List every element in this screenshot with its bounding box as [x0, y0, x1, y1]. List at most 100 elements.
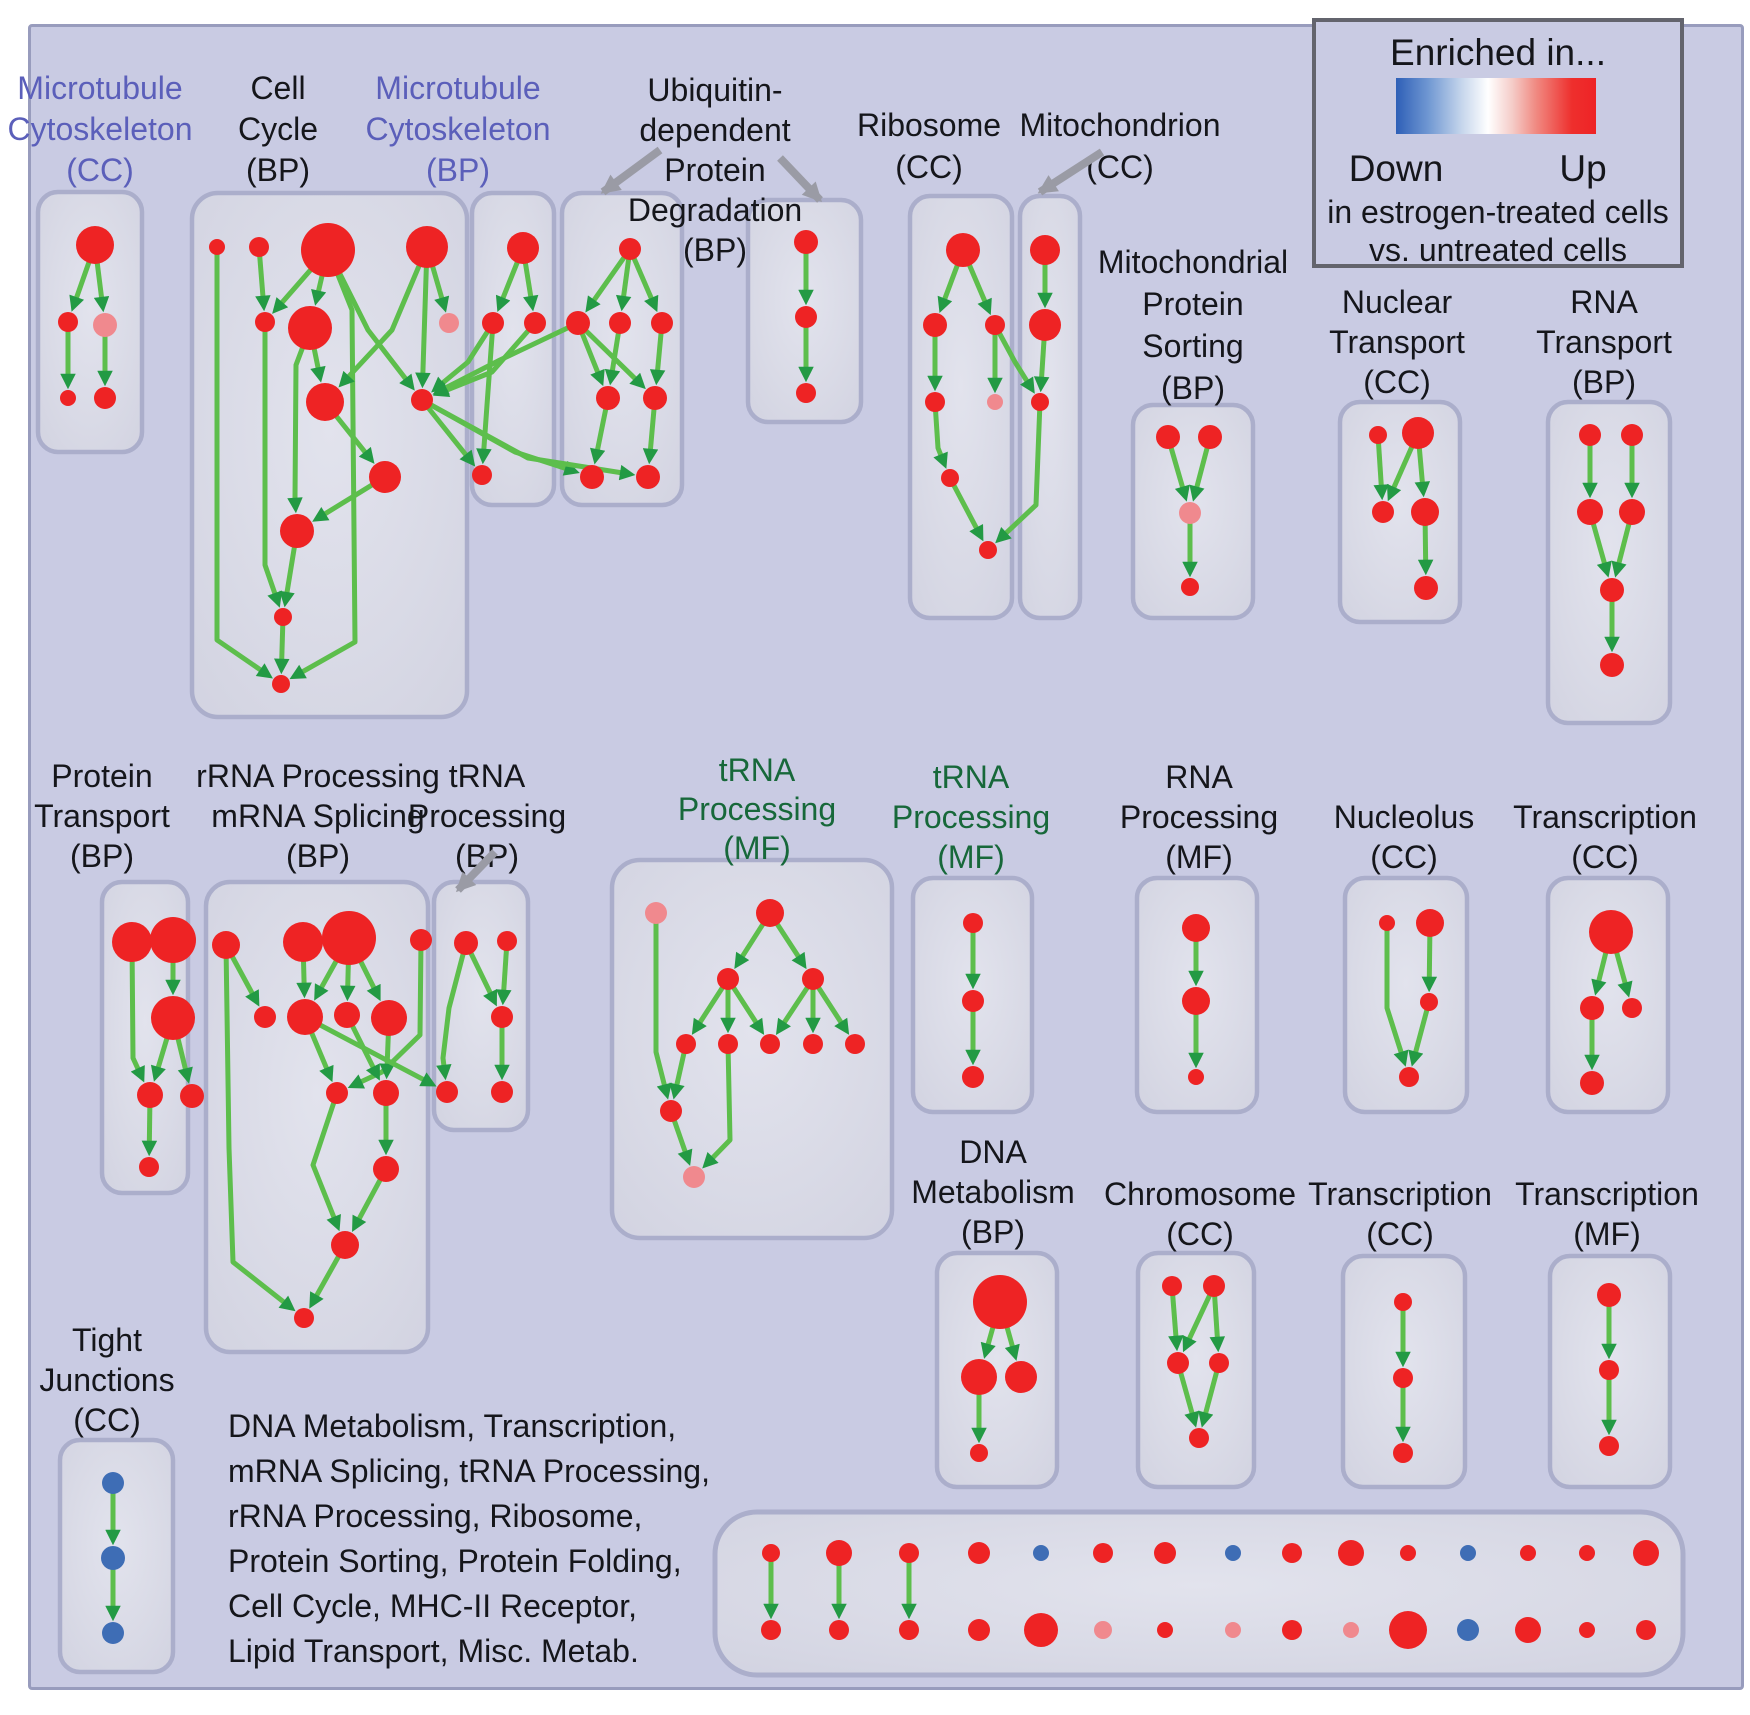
gene-node-rr7 — [334, 1002, 360, 1028]
gene-node-tmf2 — [1599, 1360, 1619, 1380]
gene-node-mc3 — [93, 313, 117, 337]
gene-node-bb8 — [1225, 1622, 1241, 1638]
gene-node-rm2 — [1182, 987, 1210, 1015]
gene-node-rt1 — [1579, 424, 1601, 446]
gene-node-rr3 — [322, 911, 376, 965]
gene-node-bt7 — [1154, 1542, 1176, 1564]
gene-node-cc13 — [272, 675, 290, 693]
cluster-label-trna-processing-bp-line-0: tRNA — [449, 758, 526, 794]
gene-node-bt6 — [1093, 1543, 1113, 1563]
gene-node-rr1 — [212, 931, 240, 959]
gene-node-rb6 — [941, 469, 959, 487]
gene-node-bt3 — [899, 1543, 919, 1563]
cluster-box-ubiquitin-1 — [559, 190, 685, 508]
edge-cc4-to-cc9 — [415, 246, 431, 389]
cluster-label-tight-junctions-line-0: Tight — [72, 1322, 142, 1358]
legend: Enriched in... Down Up in estrogen-treat… — [1312, 18, 1684, 268]
edge-ub1-to-ub2 — [585, 247, 633, 313]
gene-node-cc10 — [369, 461, 401, 493]
cluster-boxes-layer — [35, 189, 1686, 1678]
gene-node-ch2 — [1203, 1275, 1225, 1297]
gene-node-tb5 — [491, 1081, 513, 1103]
edge-mt3-to-rb7 — [995, 401, 1043, 544]
cluster-label-ubiquitin-line-3: Degradation — [628, 192, 802, 228]
nodes-layer — [58, 223, 1659, 1649]
gene-node-gm10 — [660, 1100, 682, 1122]
cluster-label-microtubule-cc-line-1: Cytoskeleton — [8, 111, 193, 147]
gene-node-rb3 — [985, 315, 1005, 335]
cluster-label-chromosome-line-0: Chromosome — [1104, 1176, 1296, 1212]
gene-node-bb13 — [1515, 1617, 1541, 1643]
gene-node-mc5 — [94, 387, 116, 409]
gene-node-txl3 — [1393, 1443, 1413, 1463]
gene-node-nt1 — [1369, 426, 1387, 444]
gene-node-nt4 — [1411, 498, 1439, 526]
gene-node-txu1 — [1589, 910, 1633, 954]
gene-node-ms4 — [1181, 578, 1199, 596]
gene-node-tb3 — [491, 1006, 513, 1028]
cluster-label-rrna-processing-line-2: (BP) — [286, 838, 350, 874]
gene-node-bt2 — [826, 1540, 852, 1566]
gene-node-bb7 — [1157, 1622, 1173, 1638]
cluster-label-nuclear-transport-line-0: Nuclear — [1342, 284, 1453, 320]
gene-node-mtb2 — [482, 312, 504, 334]
gene-node-txl2 — [1393, 1368, 1413, 1388]
gene-node-rb1 — [946, 233, 980, 267]
gene-node-gm11 — [683, 1166, 705, 1188]
gene-node-mt3 — [1031, 393, 1049, 411]
gene-node-bb14 — [1579, 1622, 1595, 1638]
gene-node-bb12 — [1457, 1619, 1479, 1641]
gene-node-ub8 — [636, 465, 660, 489]
gene-node-pt6 — [139, 1157, 159, 1177]
gene-node-tj2 — [101, 1546, 125, 1570]
cluster-label-protein-transport-line-1: Transport — [34, 798, 170, 834]
gene-node-nu4 — [1399, 1067, 1419, 1087]
cluster-label-trna-processing-mf-small-line-0: tRNA — [933, 759, 1010, 795]
gene-node-mt2 — [1029, 309, 1061, 341]
cluster-label-transcription-mf-line-1: (MF) — [1573, 1216, 1641, 1252]
gene-node-cc6 — [288, 306, 332, 350]
gene-node-bb5 — [1024, 1613, 1058, 1647]
pointer-arrow-ubiquitin-to-box1 — [600, 146, 663, 196]
gene-node-bt1 — [762, 1544, 780, 1562]
gene-node-ubx3 — [796, 383, 816, 403]
cluster-label-mito-protein-sorting-line-0: Mitochondrial — [1098, 244, 1288, 280]
gene-node-bb1 — [761, 1620, 781, 1640]
cluster-box-nucleolus — [1342, 875, 1470, 1115]
cluster-label-tight-junctions-line-1: Junctions — [39, 1362, 174, 1398]
gene-node-bt9 — [1282, 1543, 1302, 1563]
misc-note-line-5: Lipid Transport, Misc. Metab. — [228, 1633, 639, 1669]
cluster-label-mitochondrion-line-0: Mitochondrion — [1020, 107, 1221, 143]
gene-node-ub2 — [566, 311, 590, 335]
edge-cc5-to-cc12 — [262, 322, 283, 608]
gene-node-gm6 — [718, 1034, 738, 1054]
gene-node-bt4 — [968, 1542, 990, 1564]
cluster-label-microtubule-bp-line-2: (BP) — [426, 152, 490, 188]
gene-node-bt14 — [1579, 1545, 1595, 1561]
cluster-label-microtubule-bp-line-0: Microtubule — [375, 70, 540, 106]
legend-up-label: Up — [1559, 148, 1607, 189]
edge-ub2-to-cc9 — [432, 320, 580, 395]
gene-node-rr2 — [283, 922, 323, 962]
gene-node-rr4 — [410, 929, 432, 951]
gene-node-ch1 — [1162, 1276, 1182, 1296]
gene-node-bb15 — [1636, 1620, 1656, 1640]
cluster-label-trna-processing-bp-line-1: Processing — [408, 798, 566, 834]
gene-node-tb2 — [497, 931, 517, 951]
gene-node-nt5 — [1414, 576, 1438, 600]
gene-node-gm5 — [676, 1034, 696, 1054]
gene-node-rb2 — [923, 313, 947, 337]
gene-node-bb4 — [968, 1619, 990, 1641]
edge-nt1-to-nt3 — [1373, 434, 1389, 501]
gene-node-hm3 — [962, 1066, 984, 1088]
gene-node-ms3 — [1179, 502, 1201, 524]
pointer-arrow-ubiquitin-to-box2 — [777, 155, 823, 203]
misc-cluster-note: DNA Metabolism, Transcription, mRNA Splic… — [228, 1404, 710, 1674]
misc-note-line-0: DNA Metabolism, Transcription, — [228, 1408, 677, 1444]
edge-gm1-to-gm10 — [653, 913, 672, 1100]
gene-node-ch5 — [1189, 1428, 1209, 1448]
cluster-label-protein-transport-line-0: Protein — [51, 758, 152, 794]
gene-node-nu1 — [1379, 915, 1395, 931]
gene-node-ub1 — [619, 238, 641, 260]
